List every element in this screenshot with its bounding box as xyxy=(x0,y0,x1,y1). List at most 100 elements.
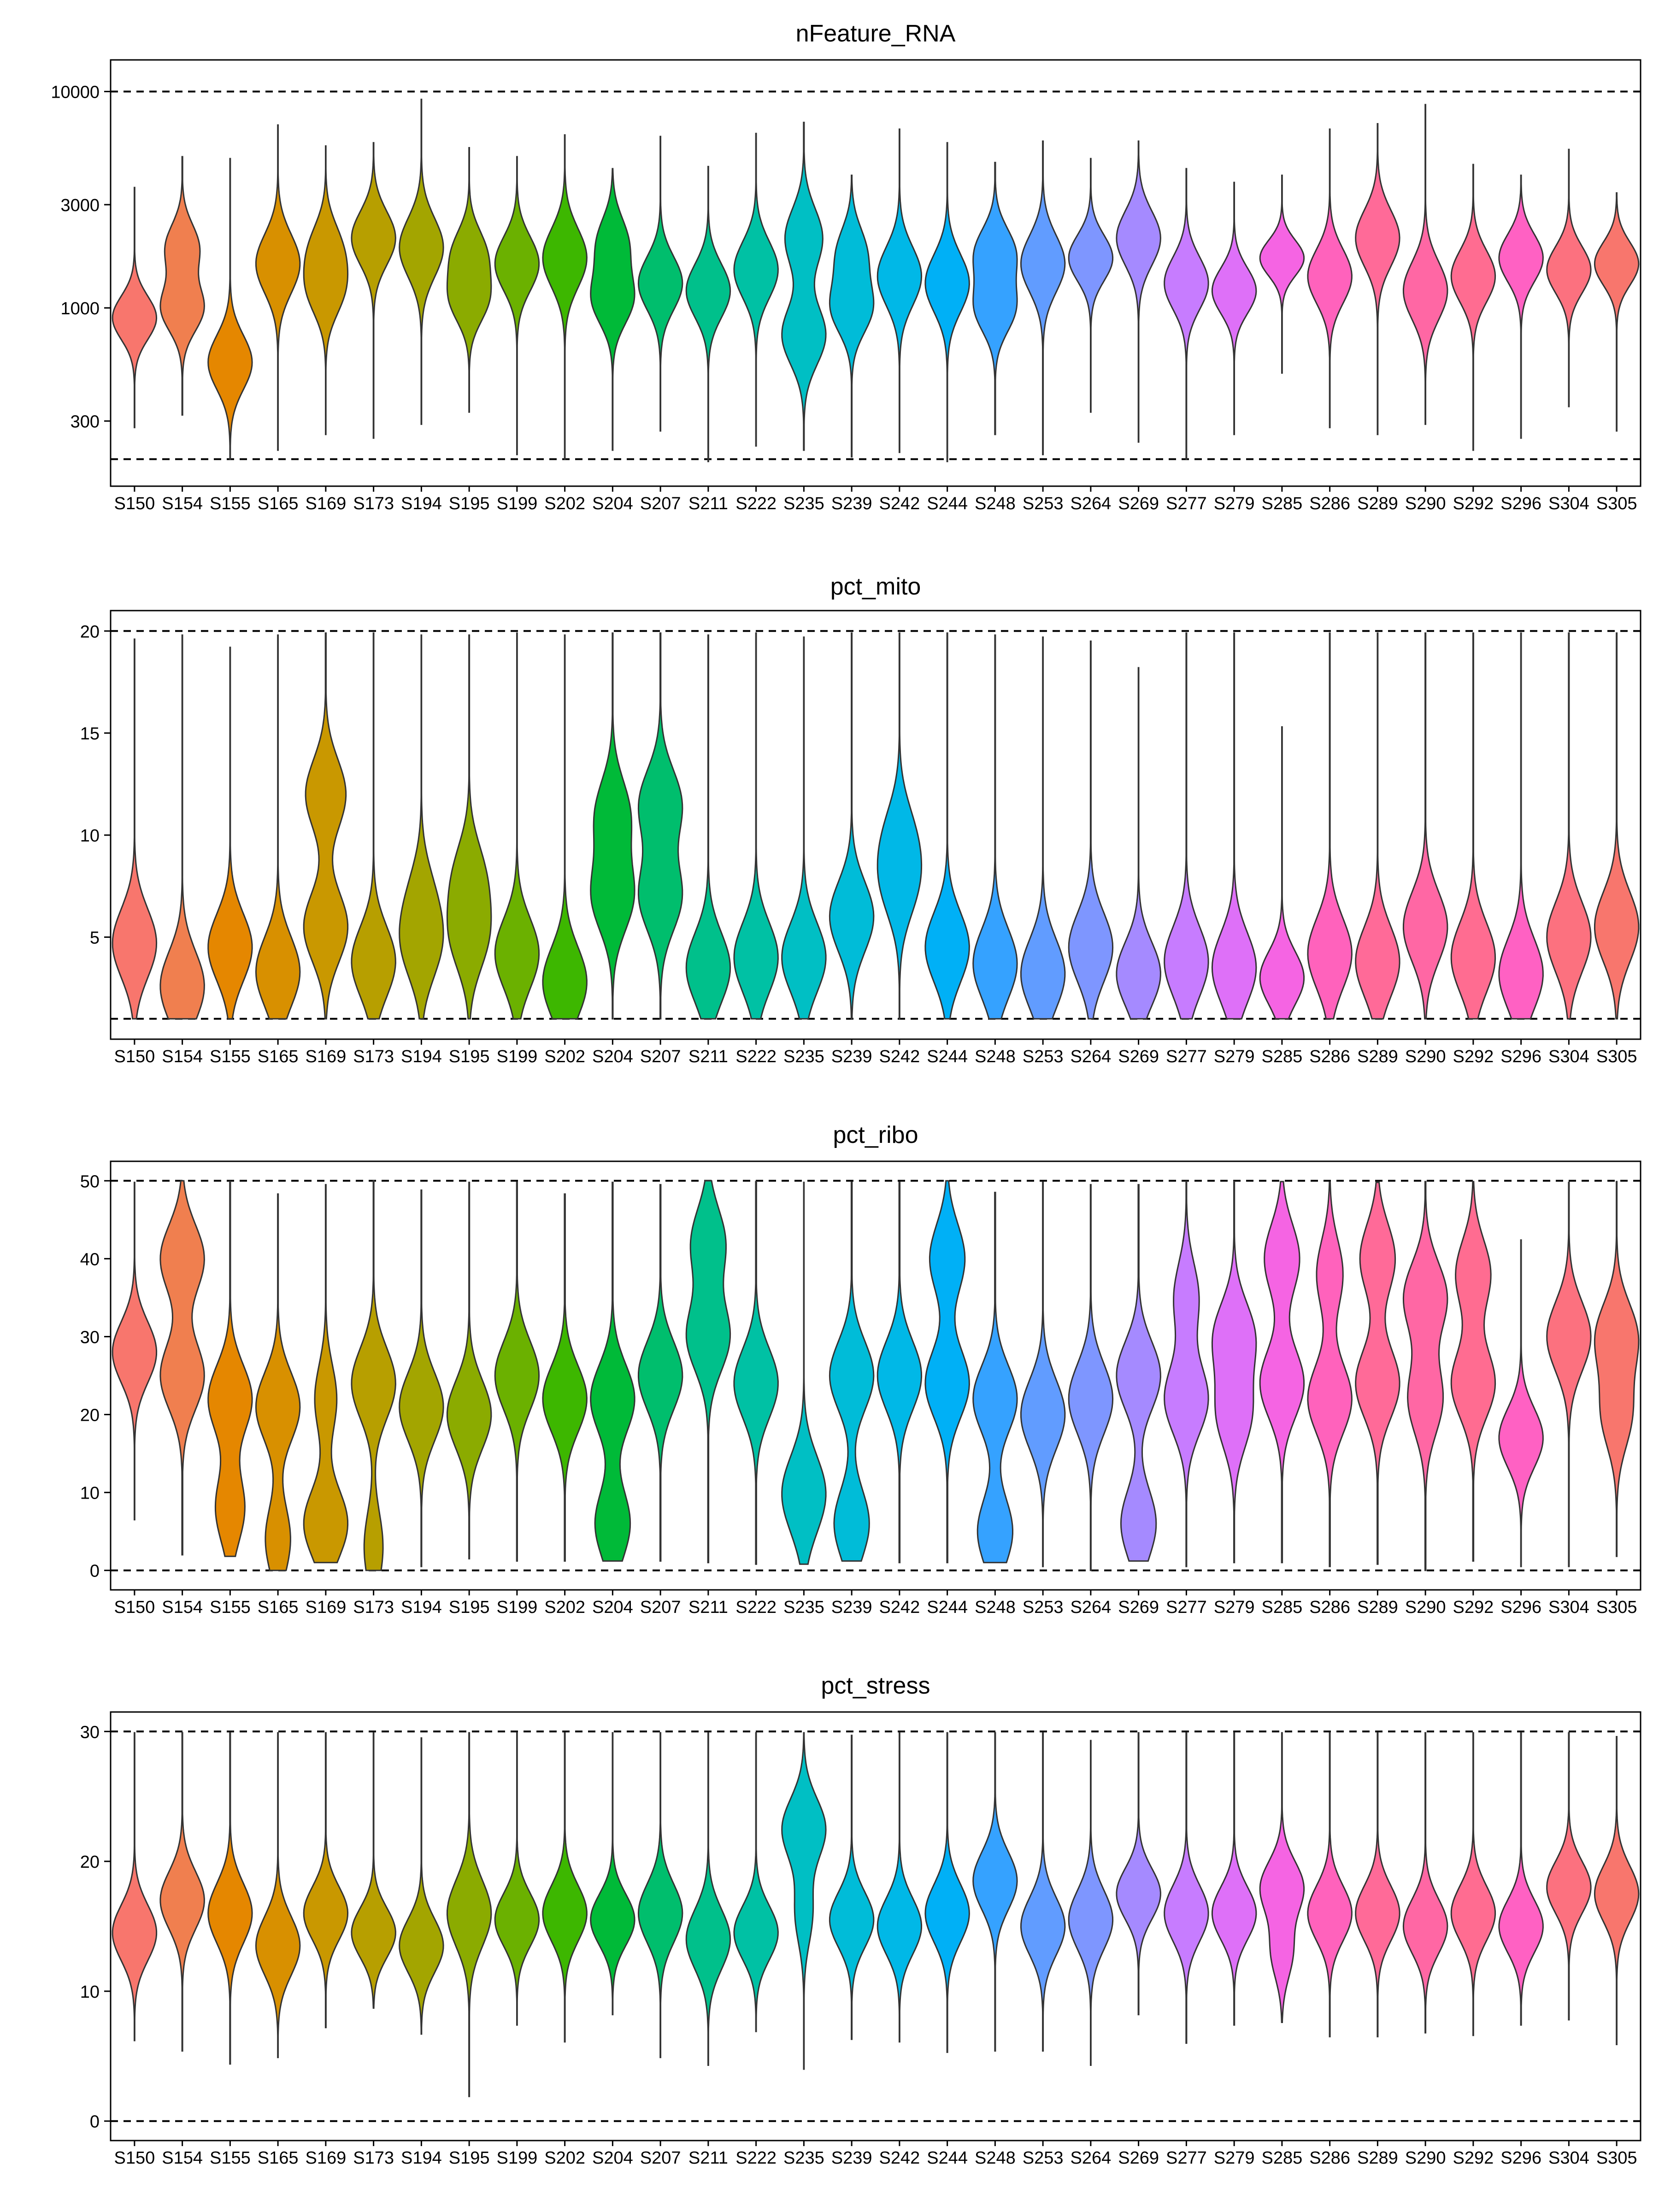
x-tick-label: S285 xyxy=(1262,1047,1303,1066)
violin-S207 xyxy=(637,1732,683,2059)
x-tick-label: S286 xyxy=(1309,494,1350,513)
violin-S244 xyxy=(924,632,970,1020)
violin-S195 xyxy=(446,1182,492,1559)
y-tick-label: 300 xyxy=(71,412,100,432)
x-tick-label: S222 xyxy=(735,1598,777,1617)
violin-S305 xyxy=(1594,1181,1640,1557)
x-tick-label: S292 xyxy=(1453,1598,1494,1617)
y-tick-label: 40 xyxy=(80,1250,100,1269)
x-tick-label: S202 xyxy=(544,1047,585,1066)
violin-S292 xyxy=(1450,1732,1496,2036)
x-tick-label: S194 xyxy=(401,1598,442,1617)
violin-S207 xyxy=(637,135,683,432)
x-tick-label: S194 xyxy=(401,1047,442,1066)
x-tick-label: S290 xyxy=(1405,2148,1446,2168)
violin-S150 xyxy=(112,1732,158,2041)
x-tick-label: S253 xyxy=(1023,1047,1064,1066)
x-tick-label: S199 xyxy=(497,2148,538,2168)
x-tick-label: S304 xyxy=(1548,1047,1589,1066)
violin-S253 xyxy=(1020,636,1066,1020)
violin-S211 xyxy=(685,634,731,1020)
x-tick-label: S264 xyxy=(1071,2148,1112,2168)
violin-S239 xyxy=(829,174,875,458)
x-tick-label: S150 xyxy=(114,2148,155,2168)
violin-S290 xyxy=(1402,632,1448,1020)
violin-S239 xyxy=(829,1735,875,2040)
violin-S253 xyxy=(1020,140,1066,455)
violin-S169 xyxy=(303,1732,349,2029)
violin-S222 xyxy=(733,1181,779,1565)
violin-S244 xyxy=(924,1180,970,1564)
violin-S173 xyxy=(351,632,396,1020)
violin-S285 xyxy=(1259,726,1305,1020)
violin-S304 xyxy=(1546,632,1592,1020)
x-tick-label: S305 xyxy=(1596,1598,1637,1617)
violin-S235 xyxy=(781,1732,827,2070)
x-tick-label: S242 xyxy=(879,494,920,513)
violin-S154 xyxy=(159,156,205,416)
violin-S286 xyxy=(1307,1182,1353,1567)
x-tick-label: S289 xyxy=(1357,1047,1398,1066)
x-tick-label: S207 xyxy=(640,1047,681,1066)
x-tick-label: S173 xyxy=(353,494,394,513)
x-tick-label: S211 xyxy=(688,494,728,513)
x-tick-label: S292 xyxy=(1453,494,1494,513)
x-tick-label: S199 xyxy=(497,494,538,513)
x-tick-label: S242 xyxy=(879,1598,920,1617)
violin-S290 xyxy=(1402,1181,1448,1571)
x-tick-label: S165 xyxy=(258,1598,299,1617)
violin-S289 xyxy=(1355,1182,1400,1565)
violin-S277 xyxy=(1164,1181,1209,1567)
violin-S154 xyxy=(159,1732,205,2052)
violin-S204 xyxy=(590,1732,635,2016)
violin-S286 xyxy=(1307,128,1353,429)
y-tick-label: 0 xyxy=(90,2112,100,2132)
violin-S165 xyxy=(255,124,301,451)
y-tick-label: 30 xyxy=(80,1328,100,1347)
x-tick-label: S150 xyxy=(114,1047,155,1066)
violin-S235 xyxy=(781,122,827,451)
x-tick-label: S279 xyxy=(1214,1598,1255,1617)
violin-S204 xyxy=(590,168,635,451)
y-tick-label: 10000 xyxy=(51,83,100,102)
violin-S248 xyxy=(972,1192,1018,1564)
violin-S296 xyxy=(1498,174,1544,439)
x-tick-label: S195 xyxy=(449,2148,490,2168)
violin-S277 xyxy=(1164,1732,1209,2044)
panel-title: nFeature_RNA xyxy=(796,20,956,47)
x-tick-label: S244 xyxy=(927,494,968,513)
panel-title: pct_mito xyxy=(830,573,921,600)
x-tick-label: S202 xyxy=(544,2148,585,2168)
x-tick-label: S154 xyxy=(162,1598,203,1617)
x-tick-label: S269 xyxy=(1118,494,1159,513)
x-tick-label: S195 xyxy=(449,494,490,513)
x-tick-label: S264 xyxy=(1071,1047,1112,1066)
y-tick-label: 10 xyxy=(80,1484,100,1503)
y-tick-label: 15 xyxy=(80,724,100,744)
x-tick-label: S242 xyxy=(879,2148,920,2168)
x-tick-label: S173 xyxy=(353,1047,394,1066)
x-tick-label: S269 xyxy=(1118,1047,1159,1066)
violin-S264 xyxy=(1068,158,1114,413)
violin-S150 xyxy=(112,187,158,429)
x-tick-label: S204 xyxy=(592,2148,633,2168)
y-tick-label: 50 xyxy=(80,1172,100,1191)
violin-S211 xyxy=(685,1180,731,1564)
x-tick-label: S222 xyxy=(735,2148,777,2168)
violin-S165 xyxy=(255,1193,301,1571)
x-tick-label: S264 xyxy=(1071,1598,1112,1617)
violin-S305 xyxy=(1594,1736,1640,2045)
violin-S296 xyxy=(1498,632,1544,1020)
violin-S222 xyxy=(733,133,779,447)
violin-S277 xyxy=(1164,632,1209,1020)
x-tick-label: S304 xyxy=(1548,2148,1589,2168)
violin-S296 xyxy=(1498,1732,1544,2026)
x-tick-label: S165 xyxy=(258,494,299,513)
x-tick-label: S253 xyxy=(1023,1598,1064,1617)
y-tick-label: 1000 xyxy=(60,299,100,318)
x-tick-label: S264 xyxy=(1071,494,1112,513)
x-tick-label: S199 xyxy=(497,1047,538,1066)
violin-S242 xyxy=(877,1182,923,1564)
violin-S305 xyxy=(1594,192,1640,432)
violin-S155 xyxy=(207,158,253,460)
